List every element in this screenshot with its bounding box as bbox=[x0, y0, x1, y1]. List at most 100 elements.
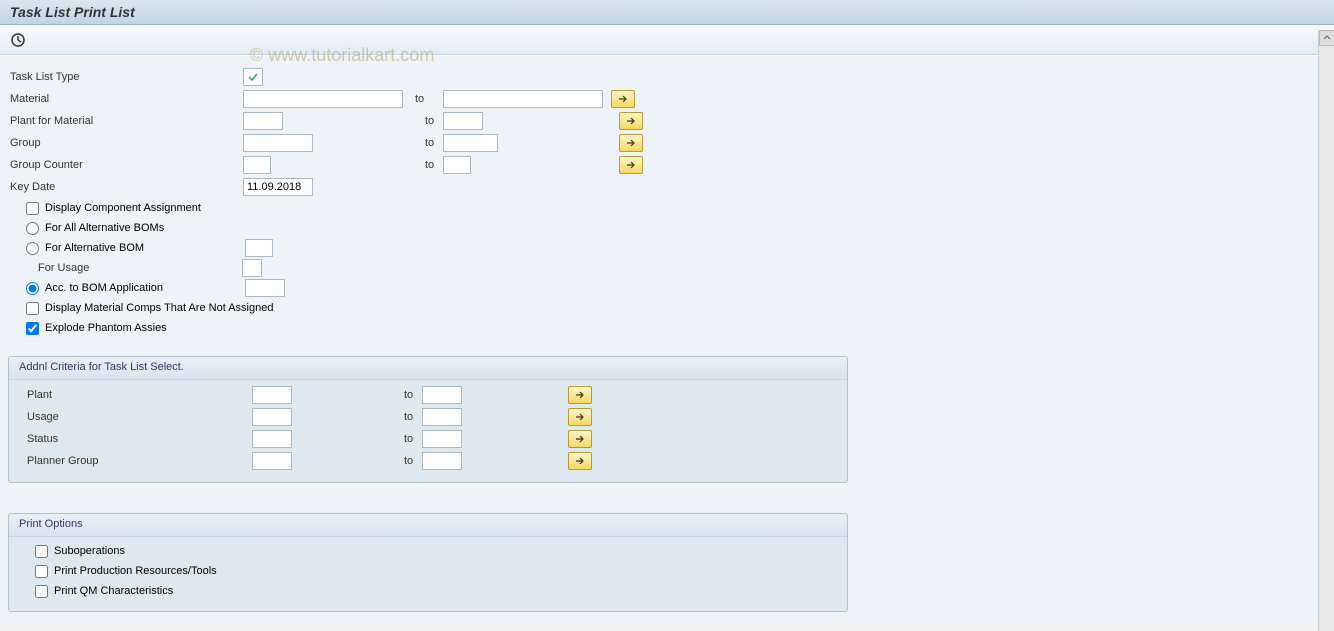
row-display-not-assigned: Display Material Comps That Are Not Assi… bbox=[8, 298, 1326, 318]
label-suboperations: Suboperations bbox=[54, 545, 125, 557]
label-usage: Usage bbox=[17, 411, 252, 423]
label-usage-to: to bbox=[392, 411, 422, 423]
label-acc-bom-app: Acc. to BOM Application bbox=[45, 282, 245, 294]
group-addnl-criteria: Addnl Criteria for Task List Select. Pla… bbox=[8, 356, 848, 483]
row-print-prt: Print Production Resources/Tools bbox=[17, 561, 839, 581]
checkbox-suboperations[interactable] bbox=[35, 545, 48, 558]
toolbar bbox=[0, 25, 1334, 55]
row-for-usage: For Usage bbox=[8, 258, 1326, 278]
multi-select-plant[interactable] bbox=[568, 386, 592, 404]
label-for-all-boms: For All Alternative BOMs bbox=[45, 222, 164, 234]
input-material-from[interactable] bbox=[243, 90, 403, 108]
multi-select-planner-group[interactable] bbox=[568, 452, 592, 470]
arrow-right-icon bbox=[574, 390, 586, 400]
label-for-alt-bom: For Alternative BOM bbox=[45, 242, 245, 254]
content-area: Task List Type Material to Plant for Mat… bbox=[0, 55, 1334, 626]
label-plant: Plant bbox=[17, 389, 252, 401]
input-plant-from[interactable] bbox=[252, 386, 292, 404]
row-acc-bom-app: Acc. to BOM Application bbox=[8, 278, 1326, 298]
row-plant-for-material: Plant for Material to bbox=[8, 110, 1326, 132]
input-planner-group-from[interactable] bbox=[252, 452, 292, 470]
row-for-all-boms: For All Alternative BOMs bbox=[8, 218, 1326, 238]
label-plant-for-material-to: to bbox=[413, 115, 443, 127]
arrow-right-icon bbox=[625, 138, 637, 148]
radio-acc-bom-app[interactable] bbox=[26, 282, 39, 295]
title-bar: Task List Print List bbox=[0, 0, 1334, 25]
row-planner-group: Planner Group to bbox=[17, 450, 839, 472]
arrow-right-icon bbox=[574, 434, 586, 444]
label-material: Material bbox=[8, 93, 243, 105]
label-print-prt: Print Production Resources/Tools bbox=[54, 565, 217, 577]
arrow-right-icon bbox=[574, 412, 586, 422]
input-group-from[interactable] bbox=[243, 134, 313, 152]
group-title-addnl-criteria: Addnl Criteria for Task List Select. bbox=[9, 357, 847, 380]
label-display-component-assignment: Display Component Assignment bbox=[45, 202, 201, 214]
multi-select-group[interactable] bbox=[619, 134, 643, 152]
row-suboperations: Suboperations bbox=[17, 541, 839, 561]
label-key-date: Key Date bbox=[8, 181, 243, 193]
input-usage-to[interactable] bbox=[422, 408, 462, 426]
input-for-usage[interactable] bbox=[242, 259, 262, 277]
label-material-to: to bbox=[403, 93, 443, 105]
label-planner-group: Planner Group bbox=[17, 455, 252, 467]
label-plant-to: to bbox=[392, 389, 422, 401]
input-usage-from[interactable] bbox=[252, 408, 292, 426]
scroll-up-arrow[interactable] bbox=[1319, 30, 1334, 46]
multi-select-plant-for-material[interactable] bbox=[619, 112, 643, 130]
checkbox-explode-phantom[interactable] bbox=[26, 322, 39, 335]
input-for-alt-bom[interactable] bbox=[245, 239, 273, 257]
label-group-counter: Group Counter bbox=[8, 159, 243, 171]
row-explode-phantom: Explode Phantom Assies bbox=[8, 318, 1326, 338]
input-group-to[interactable] bbox=[443, 134, 498, 152]
label-plant-for-material: Plant for Material bbox=[8, 115, 243, 127]
row-group: Group to bbox=[8, 132, 1326, 154]
row-status: Status to bbox=[17, 428, 839, 450]
input-planner-group-to[interactable] bbox=[422, 452, 462, 470]
label-status-to: to bbox=[392, 433, 422, 445]
row-material: Material to bbox=[8, 88, 1326, 110]
multi-select-usage[interactable] bbox=[568, 408, 592, 426]
row-for-alt-bom: For Alternative BOM bbox=[8, 238, 1326, 258]
checkbox-display-component-assignment[interactable] bbox=[26, 202, 39, 215]
checkbox-display-not-assigned[interactable] bbox=[26, 302, 39, 315]
arrow-right-icon bbox=[574, 456, 586, 466]
checkbox-print-prt[interactable] bbox=[35, 565, 48, 578]
input-group-counter-from[interactable] bbox=[243, 156, 271, 174]
row-key-date: Key Date bbox=[8, 176, 1326, 198]
row-task-list-type: Task List Type bbox=[8, 66, 1326, 88]
label-group-to: to bbox=[413, 137, 443, 149]
label-group-counter-to: to bbox=[413, 159, 443, 171]
label-for-usage: For Usage bbox=[8, 262, 242, 274]
label-display-not-assigned: Display Material Comps That Are Not Assi… bbox=[45, 302, 273, 314]
multi-select-status[interactable] bbox=[568, 430, 592, 448]
input-material-to[interactable] bbox=[443, 90, 603, 108]
row-group-counter: Group Counter to bbox=[8, 154, 1326, 176]
vertical-scrollbar[interactable] bbox=[1318, 30, 1334, 631]
label-planner-group-to: to bbox=[392, 455, 422, 467]
input-plant-for-material-from[interactable] bbox=[243, 112, 283, 130]
label-task-list-type: Task List Type bbox=[8, 71, 243, 83]
row-usage: Usage to bbox=[17, 406, 839, 428]
arrow-right-icon bbox=[625, 116, 637, 126]
input-plant-for-material-to[interactable] bbox=[443, 112, 483, 130]
label-status: Status bbox=[17, 433, 252, 445]
check-icon bbox=[248, 72, 258, 82]
arrow-right-icon bbox=[625, 160, 637, 170]
execute-icon[interactable] bbox=[10, 32, 26, 48]
input-status-to[interactable] bbox=[422, 430, 462, 448]
radio-for-alt-bom[interactable] bbox=[26, 242, 39, 255]
row-display-component-assignment: Display Component Assignment bbox=[8, 198, 1326, 218]
input-acc-bom-app[interactable] bbox=[245, 279, 285, 297]
multi-select-material[interactable] bbox=[611, 90, 635, 108]
radio-for-all-boms[interactable] bbox=[26, 222, 39, 235]
multi-select-group-counter[interactable] bbox=[619, 156, 643, 174]
task-list-type-dropdown[interactable] bbox=[243, 68, 263, 86]
input-status-from[interactable] bbox=[252, 430, 292, 448]
input-plant-to[interactable] bbox=[422, 386, 462, 404]
arrow-right-icon bbox=[617, 94, 629, 104]
input-key-date[interactable] bbox=[243, 178, 313, 196]
group-title-print-options: Print Options bbox=[9, 514, 847, 537]
checkbox-print-qm[interactable] bbox=[35, 585, 48, 598]
input-group-counter-to[interactable] bbox=[443, 156, 471, 174]
chevron-up-icon bbox=[1323, 34, 1331, 42]
